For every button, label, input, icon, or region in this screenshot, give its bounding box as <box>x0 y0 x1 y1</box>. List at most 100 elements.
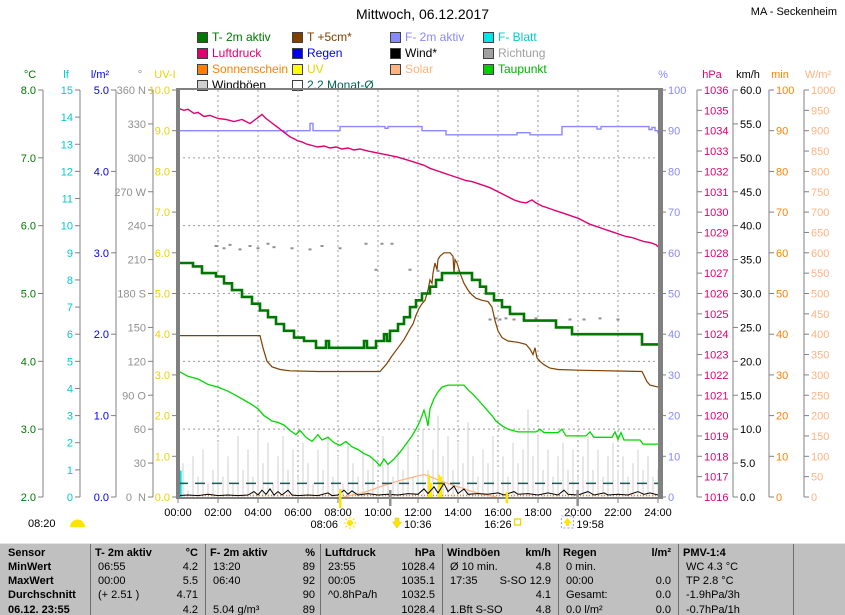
chart-text: 330 <box>128 119 146 131</box>
legend-checkbox-uv[interactable] <box>292 63 303 75</box>
chart-text: 80 <box>668 166 680 178</box>
chart-text: 06:00 <box>284 507 312 519</box>
table-cell-value: 4.2 <box>182 604 198 615</box>
legend-checkbox-solar[interactable] <box>390 63 401 75</box>
table-cell-text: 00:00 <box>98 575 126 587</box>
chart-text: 6.0 <box>21 221 36 233</box>
table-separator <box>320 544 321 615</box>
legend-item-solar[interactable]: Solar <box>390 63 433 75</box>
legend-item-taupunkt[interactable]: Taupunkt <box>483 63 547 75</box>
legend-item-f-blatt[interactable]: F- Blatt <box>483 31 537 43</box>
legend-checkbox-regen[interactable] <box>292 47 303 59</box>
chart-text: 15 <box>61 85 73 97</box>
chart-text: 50 <box>811 472 823 484</box>
chart-text: 30 <box>134 458 146 470</box>
chart-text: 400 <box>811 329 829 341</box>
chart-text: 4.0 <box>21 356 36 368</box>
chart-text: 2 <box>67 438 73 450</box>
chart-text: ° <box>138 69 142 81</box>
table-cell-value: 4.2 <box>182 561 198 573</box>
chart-text: 1031 <box>704 187 728 199</box>
chart-text: 800 <box>811 166 829 178</box>
axis-wm2: 1000950900850800750700650600550500450400… <box>803 69 835 504</box>
legend-label: T +5cm* <box>307 30 352 44</box>
legend-checkbox-t-2m-aktiv[interactable] <box>197 31 208 43</box>
chart-text: 25.0 <box>740 322 761 334</box>
legend-item-wind[interactable]: Wind* <box>390 47 437 59</box>
legend-checkbox-f-2m-aktiv[interactable] <box>390 31 401 43</box>
table-row-label: Durchschnitt <box>8 589 76 601</box>
chart-text: 08:20 <box>28 518 56 530</box>
statistics-table: Sensor MinWert MaxWert Durchschnitt 06.12. 2… <box>0 543 845 615</box>
series-taupunkt <box>177 370 658 467</box>
chart-text: 30.0 <box>740 289 761 301</box>
table-separator <box>442 544 443 615</box>
table-col-unit: % <box>305 547 315 559</box>
legend-item-t-2m-aktiv[interactable]: T- 2m aktiv <box>197 31 271 43</box>
chart-text: 1026 <box>704 289 728 301</box>
chart-text: 18:00 <box>524 507 552 519</box>
moonset-arrow-down-icon <box>392 517 402 529</box>
chart-text: W/m² <box>805 69 832 81</box>
chart-text: 5.0 <box>740 458 755 470</box>
chart-text: 08:00 <box>324 507 352 519</box>
series-wind <box>177 482 659 497</box>
chart-text: 0.0 <box>155 492 170 504</box>
chart-text: 30 <box>776 370 788 382</box>
chart-text: 35.0 <box>740 255 761 267</box>
legend-item-t-5cm[interactable]: T +5cm* <box>292 31 352 43</box>
chart-text: UV-I <box>154 69 175 81</box>
legend-item-richtung[interactable]: Richtung <box>483 47 545 59</box>
chart-text: 8 <box>67 275 73 287</box>
legend-checkbox-luftdruck[interactable] <box>197 47 208 59</box>
chart-text: 300 <box>128 153 146 165</box>
chart-text: 1032 <box>704 166 728 178</box>
chart-text: 1.0 <box>155 451 170 463</box>
legend-item-uv[interactable]: UV <box>292 63 324 75</box>
legend-checkbox-f-blatt[interactable] <box>483 31 494 43</box>
table-cell-value: 4.8 <box>535 561 551 573</box>
chart-text: 1036 <box>704 85 728 97</box>
chart-text: 14 <box>61 112 73 124</box>
chart-text: 3 <box>67 411 73 423</box>
table-cell-value: 5.5 <box>182 575 198 587</box>
table-cell-text: 06:55 <box>98 561 126 573</box>
chart-text: 16:26 <box>484 519 512 531</box>
chart-text: 5 <box>67 356 73 368</box>
chart-text: 300 <box>811 370 829 382</box>
chart-text: 500 <box>811 289 829 301</box>
chart-text: 70 <box>776 207 788 219</box>
chart-text: 4.0 <box>155 329 170 341</box>
table-cell-value: 92 <box>302 575 315 587</box>
chart-text: 2.0 <box>155 411 170 423</box>
chart-text: 70 <box>668 207 680 219</box>
legend-label: Luftdruck <box>212 46 262 60</box>
moon-phase-time: 08:20 <box>28 518 85 530</box>
axis-uv: 10.0 9.0 8.0 7.0 6.0 5.0 4.0 3.0 2.0 1.0 0.0 UV-I <box>149 69 178 504</box>
legend-checkbox-sonnenschein[interactable] <box>197 63 208 75</box>
legend-item-f-2m-aktiv[interactable]: F- 2m aktiv <box>390 31 464 43</box>
table-cell-value: 89 <box>302 604 315 615</box>
chart-text: 6.0 <box>155 248 170 260</box>
chart-text: 0 N <box>126 492 146 504</box>
chart-text: 1027 <box>704 268 728 280</box>
chart-text: 60 <box>134 424 146 436</box>
legend-item-sonnenschein[interactable]: Sonnenschein <box>197 63 288 75</box>
chart-text: 650 <box>811 227 829 239</box>
table-cell-text: -0.7hPa/1h <box>686 604 740 615</box>
chart-text: 2.0 <box>21 492 36 504</box>
legend-checkbox-wind[interactable] <box>390 47 401 59</box>
chart-text: 16:00 <box>484 507 512 519</box>
legend-checkbox-t-5cm[interactable] <box>292 31 303 43</box>
chart-text: 360 N <box>117 85 146 97</box>
legend-item-regen[interactable]: Regen <box>292 47 342 59</box>
table-col-header: T- 2m aktiv <box>95 547 152 559</box>
legend-checkbox-richtung[interactable] <box>483 47 494 59</box>
table-cell-text: 0 min. <box>566 561 596 573</box>
chart-text: 250 <box>811 390 829 402</box>
legend-checkbox-taupunkt[interactable] <box>483 63 494 75</box>
axis-hPa: 1036 1035 1034 1033 1032 1031 1030 1029 1028 1027… <box>696 69 728 504</box>
legend-item-luftdruck[interactable]: Luftdruck <box>197 47 261 59</box>
chart-text: 9 <box>67 248 73 260</box>
chart-text: 1019 <box>704 431 728 443</box>
